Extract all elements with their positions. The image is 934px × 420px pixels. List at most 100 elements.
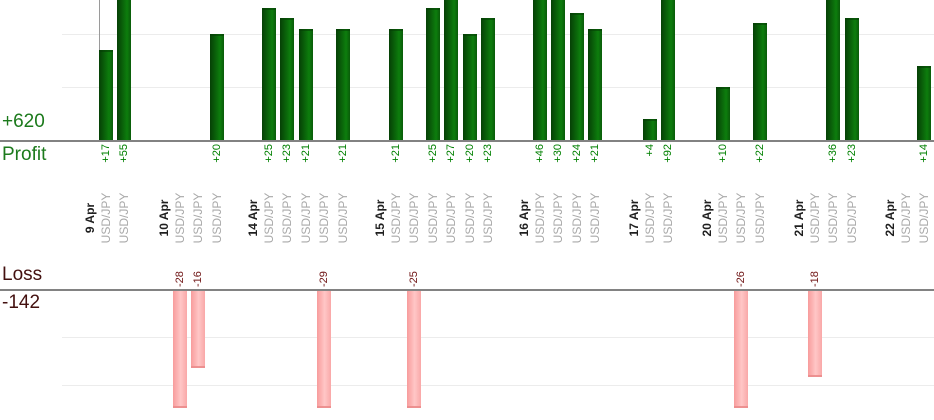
x-axis-symbol-label: USD/JPY xyxy=(569,192,584,244)
loss-value-label: -29 xyxy=(318,271,331,287)
x-axis-date-label: 16 Apr xyxy=(517,199,531,237)
profit-bar xyxy=(643,118,657,140)
x-axis-symbol-label: USD/JPY xyxy=(661,192,676,244)
profit-value-label: +23 xyxy=(482,144,494,163)
profit-bar xyxy=(117,0,132,140)
loss-bar xyxy=(808,291,822,378)
x-axis-symbol-label: USD/JPY xyxy=(844,192,859,244)
loss-bar xyxy=(734,291,749,408)
profit-gridline xyxy=(62,87,934,88)
x-axis-symbol-label: USD/JPY xyxy=(99,192,113,244)
x-axis-symbol-label: USD/JPY xyxy=(425,192,440,244)
x-axis-symbol-label: USD/JPY xyxy=(335,192,350,244)
loss-gridline xyxy=(62,385,934,386)
x-axis-symbol-label: USD/JPY xyxy=(752,192,767,244)
x-axis-symbol-label: USD/JPY xyxy=(826,192,841,244)
profit-value-label: +36 xyxy=(827,144,840,163)
x-axis-symbol-label: USD/JPY xyxy=(173,192,187,244)
loss-gridline xyxy=(62,337,934,338)
loss-bar xyxy=(173,291,187,408)
x-axis-symbol-label: USD/JPY xyxy=(481,192,495,244)
profit-value-label: +27 xyxy=(445,144,458,163)
profit-bar xyxy=(716,87,730,140)
x-axis-symbol-label: USD/JPY xyxy=(588,192,603,244)
profit-value-label: +4 xyxy=(644,144,656,157)
profit-value-label: +17 xyxy=(100,144,112,163)
x-axis-date-label: 20 Apr xyxy=(700,199,714,237)
loss-total-label: -142 xyxy=(2,292,41,313)
profit-value-label: +25 xyxy=(263,144,275,163)
x-axis-symbol-label: USD/JPY xyxy=(117,192,132,244)
loss-value-label: -18 xyxy=(809,271,821,287)
profit-bar xyxy=(280,18,295,140)
x-axis-symbol-label: USD/JPY xyxy=(899,192,913,244)
x-axis-date-label: 22 Apr xyxy=(883,199,897,237)
profit-bar xyxy=(752,23,767,140)
loss-bar xyxy=(191,291,206,368)
x-axis-symbol-label: USD/JPY xyxy=(462,192,477,244)
profit-bar xyxy=(551,0,566,140)
x-axis-symbol-label: USD/JPY xyxy=(734,192,749,244)
profit-value-label: +21 xyxy=(390,144,402,163)
x-axis-symbol-label: USD/JPY xyxy=(389,192,403,244)
profit-value-label: +21 xyxy=(589,144,602,163)
profit-value-label: +92 xyxy=(662,144,675,163)
loss-bar xyxy=(407,291,422,408)
profit-value-label: +22 xyxy=(753,144,766,163)
x-axis-symbol-label: USD/JPY xyxy=(209,192,224,244)
x-axis-symbol-label: USD/JPY xyxy=(298,192,313,244)
profit-value-label: +30 xyxy=(552,144,565,163)
profit-bar xyxy=(844,18,859,140)
profit-bar xyxy=(425,7,440,140)
profit-bar xyxy=(209,34,224,140)
x-axis-date-label: 9 Apr xyxy=(83,202,97,234)
profit-gridline xyxy=(62,34,934,35)
x-axis-symbol-label: USD/JPY xyxy=(444,192,459,244)
profit-bar xyxy=(588,28,603,140)
profit-bar xyxy=(481,18,495,140)
x-axis-symbol-label: USD/JPY xyxy=(917,192,932,244)
x-axis-symbol-label: USD/JPY xyxy=(317,192,332,244)
loss-value-label: -28 xyxy=(174,271,186,287)
loss-axis-label: Loss xyxy=(2,264,43,285)
x-axis-symbol-label: USD/JPY xyxy=(643,192,657,244)
x-axis-symbol-label: USD/JPY xyxy=(280,192,295,244)
profit-bar xyxy=(533,0,547,140)
x-axis-date-label: 21 Apr xyxy=(792,199,806,237)
profit-bar xyxy=(826,0,841,140)
profit-bar xyxy=(298,28,313,140)
loss-value-label: -16 xyxy=(192,271,205,287)
profit-bar xyxy=(444,0,459,140)
profit-value-label: +20 xyxy=(210,144,223,163)
profit-bar xyxy=(389,28,403,140)
loss-value-label: -26 xyxy=(735,271,748,287)
profit-total-label: +620 xyxy=(2,111,45,132)
x-axis-date-label: 14 Apr xyxy=(246,199,260,237)
profit-bar xyxy=(661,0,676,140)
profit-value-label: +14 xyxy=(918,144,931,163)
x-axis-symbol-label: USD/JPY xyxy=(262,192,276,244)
profit-bar xyxy=(99,49,113,140)
x-axis-date-label: 10 Apr xyxy=(157,199,171,237)
profit-value-label: +23 xyxy=(845,144,858,163)
loss-value-label: -25 xyxy=(408,271,421,287)
profit-value-label: +25 xyxy=(426,144,439,163)
profit-bar xyxy=(462,34,477,140)
profit-value-label: +46 xyxy=(534,144,546,163)
profit-bar xyxy=(262,7,276,140)
profit-bar xyxy=(917,65,932,140)
profit-value-label: +21 xyxy=(299,144,312,163)
profit-bar xyxy=(569,12,584,140)
x-axis-symbol-label: USD/JPY xyxy=(533,192,547,244)
x-axis-symbol-label: USD/JPY xyxy=(191,192,206,244)
profit-value-label: +21 xyxy=(336,144,349,163)
x-axis-symbol-label: USD/JPY xyxy=(407,192,422,244)
x-axis-symbol-label: USD/JPY xyxy=(716,192,730,244)
profit-value-label: +24 xyxy=(570,144,583,163)
profit-value-label: +55 xyxy=(118,144,131,163)
x-axis-symbol-label: USD/JPY xyxy=(808,192,822,244)
profit-axis-label: Profit xyxy=(2,144,47,165)
profit-bar xyxy=(335,28,350,140)
profit-value-label: +20 xyxy=(463,144,476,163)
